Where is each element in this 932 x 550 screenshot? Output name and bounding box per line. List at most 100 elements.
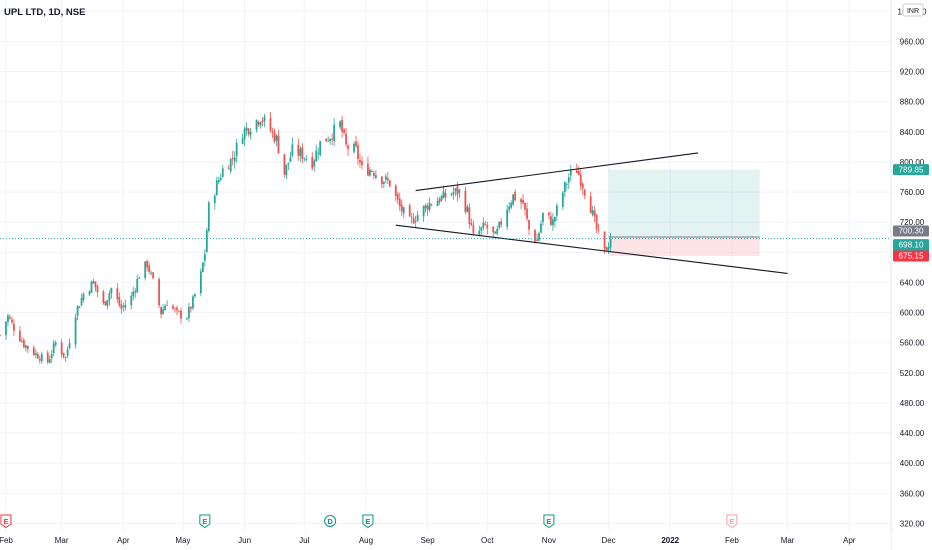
candle <box>78 306 81 309</box>
candle <box>249 128 252 140</box>
event-marker[interactable]: E <box>0 514 12 529</box>
candle <box>176 305 178 316</box>
candle <box>424 203 427 213</box>
event-letter: E <box>202 517 207 526</box>
candle <box>24 344 27 352</box>
candle <box>0 334 1 337</box>
position-zone[interactable] <box>608 169 760 256</box>
event-marker[interactable]: E <box>543 514 555 529</box>
candle <box>388 179 391 188</box>
event-letter: E <box>729 517 734 526</box>
candle <box>438 196 441 206</box>
currency-box[interactable]: INR <box>902 3 924 17</box>
price-axis[interactable] <box>891 0 932 550</box>
time-tick-label: Aug <box>359 536 373 545</box>
candle <box>315 144 318 162</box>
candle <box>436 197 439 207</box>
candle <box>486 221 489 235</box>
candle <box>38 355 41 364</box>
candle <box>528 219 530 236</box>
candle <box>569 164 572 181</box>
candle <box>241 133 244 145</box>
candle <box>609 233 612 253</box>
price-tick-label: 960.00 <box>900 37 925 46</box>
candle <box>124 299 127 311</box>
candle <box>553 216 556 228</box>
candle <box>371 169 373 173</box>
candle <box>162 304 164 315</box>
candle <box>353 141 355 154</box>
candle <box>166 300 168 306</box>
target-zone[interactable] <box>608 169 760 238</box>
candle <box>26 345 29 354</box>
candle <box>430 203 433 207</box>
event-letter: E <box>3 517 8 526</box>
candle <box>74 313 77 349</box>
candle <box>410 212 413 224</box>
candle <box>382 181 385 189</box>
candle <box>583 188 586 200</box>
candle <box>194 293 196 299</box>
candle <box>551 213 554 231</box>
trendlines[interactable] <box>395 152 788 274</box>
candle <box>152 271 155 280</box>
candle <box>146 259 149 272</box>
candle <box>90 280 93 293</box>
trendline-upper[interactable] <box>415 152 699 192</box>
candle <box>452 186 455 200</box>
candle <box>76 304 79 321</box>
candle <box>408 203 411 217</box>
candle <box>96 284 99 298</box>
time-axis[interactable] <box>0 531 891 550</box>
candle <box>243 126 246 147</box>
candle <box>450 192 453 197</box>
candle <box>32 345 35 356</box>
candle <box>120 300 123 314</box>
candle <box>361 156 363 170</box>
stop-zone[interactable] <box>608 237 760 256</box>
price-tick-label: 840.00 <box>900 128 925 137</box>
candle <box>215 176 218 196</box>
candle <box>577 166 580 176</box>
candle <box>271 127 274 139</box>
time-tick-label: May <box>175 536 190 545</box>
candle <box>82 292 85 303</box>
candle <box>192 294 194 311</box>
candle <box>581 182 584 195</box>
candle <box>283 154 286 178</box>
candle <box>522 193 524 205</box>
time-tick-label: Dec <box>601 536 615 545</box>
candle <box>484 221 487 226</box>
candle <box>357 141 359 165</box>
candle <box>80 293 83 307</box>
candle <box>494 230 497 234</box>
candle <box>341 115 343 138</box>
candle <box>526 202 528 222</box>
candle <box>301 143 304 164</box>
candle <box>394 184 397 202</box>
candle <box>22 337 25 349</box>
trendline-lower[interactable] <box>395 224 788 274</box>
candle <box>542 212 544 226</box>
candle <box>150 270 153 276</box>
candle <box>454 187 457 197</box>
event-marker[interactable]: E <box>362 514 374 529</box>
candle <box>11 316 13 325</box>
candle <box>269 111 272 133</box>
time-tick-label: Mar <box>55 536 69 545</box>
price-tick-label: 720.00 <box>900 218 925 227</box>
time-tick-label: Mar <box>781 536 795 545</box>
event-marker[interactable]: E <box>726 514 738 529</box>
event-marker[interactable]: D <box>324 515 337 527</box>
candle <box>188 302 190 322</box>
candle <box>287 162 290 171</box>
candle <box>180 307 182 324</box>
event-letter: E <box>365 517 370 526</box>
candle <box>259 121 262 129</box>
candle <box>297 138 300 161</box>
event-marker[interactable]: E <box>199 514 211 529</box>
candle <box>174 307 176 313</box>
